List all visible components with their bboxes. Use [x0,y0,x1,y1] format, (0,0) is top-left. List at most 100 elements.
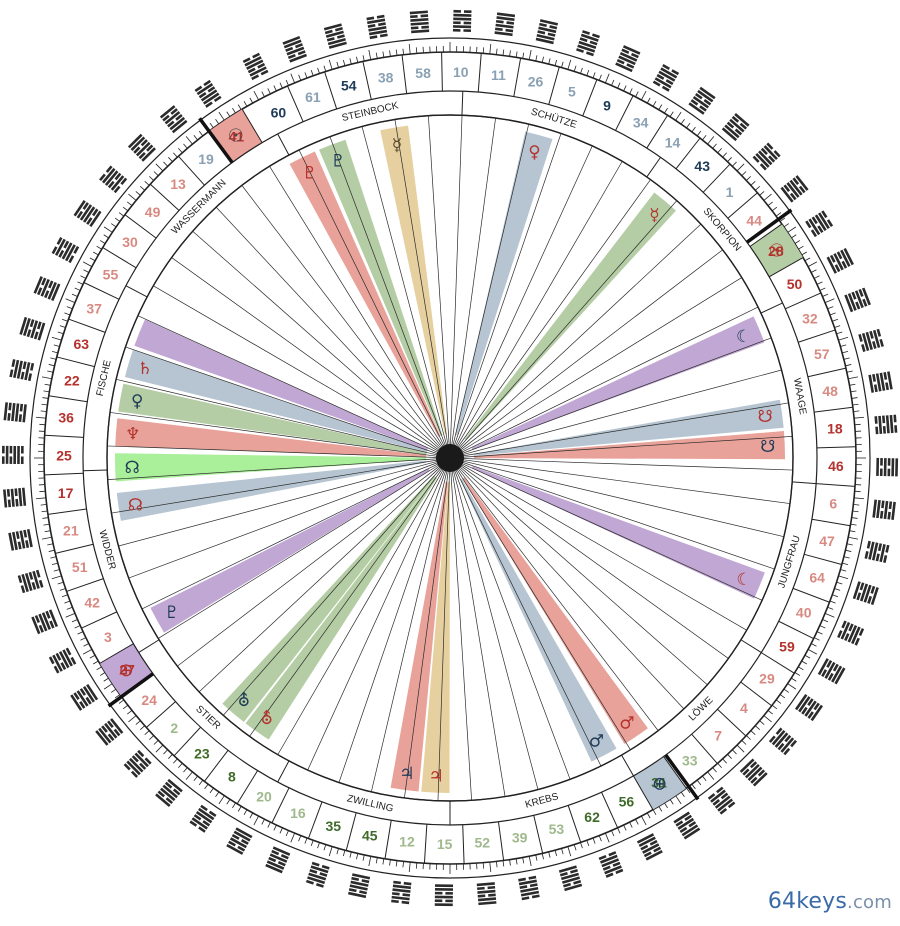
quarter-marker [198,117,234,164]
gate-number: 46 [828,458,844,474]
jupiter-icon: ♃ [429,767,444,787]
hexagram-icon [837,620,865,646]
hexagram-icon [768,727,798,756]
venus-band [118,383,427,455]
brand-domain: .com [847,892,892,913]
gate-number: 24 [141,692,157,708]
pluto-icon: ♇ [164,603,179,623]
hexagram-icon [721,112,750,142]
gate-number: 20 [256,788,272,804]
gate-number: 62 [584,809,600,825]
hexagram-icon [452,9,472,33]
hexagram-icon [9,359,35,382]
gate-number: 23 [194,746,210,762]
hexagram-icon [323,23,347,49]
gate-number: 18 [827,420,843,436]
south-node-icon: ☋ [760,437,775,457]
hexagram-icon [189,804,217,833]
hexagram-icon [535,19,559,45]
gate-number: 1 [726,184,734,200]
gate-number: 25 [56,447,72,463]
tick-ring [29,37,871,879]
gate-number: 7 [714,728,722,744]
radial-spokes [107,115,793,801]
hexagram-icon [226,827,253,855]
hexagram-icon [95,718,124,746]
gate-number: 13 [170,176,186,192]
hexagram-icon [576,30,600,57]
sun-icon: ☉ [769,241,785,262]
hexagram-icon [159,105,188,134]
jupiter-band [421,481,450,793]
gate-number: 53 [549,821,565,837]
gate-number: 31 [651,774,667,790]
pluto-band [319,139,443,436]
gate-number: 45 [362,828,378,844]
hexagram-icon [127,133,156,162]
gate-number: 9 [603,97,611,113]
hexagram-icon [476,882,497,906]
hexagram-icon [652,64,680,92]
hexagram-icon [739,758,768,787]
hexagram-icon [874,414,898,435]
gate-number: 42 [84,595,100,611]
planet-bands [115,125,785,793]
hexagram-icon [99,165,128,194]
gate-number: 49 [145,204,161,220]
gate-ring: 4119134930553763223625172151423272422382… [44,52,856,864]
gate-number: 60 [271,104,287,120]
gate-number: 43 [694,158,710,174]
gate-number: 50 [787,276,803,292]
hexagram-icon [391,880,412,905]
gate-number: 39 [512,830,528,846]
gate-highlight [209,109,263,163]
hexagram-icon [598,851,624,878]
gate-number: 58 [415,65,431,81]
hexagram-icon [305,861,330,888]
sun-icon: ☉ [228,126,244,147]
gate-number: 33 [682,753,698,769]
venus-band [455,131,553,436]
hexagram-icon [558,865,583,892]
moon-icon: ☾ [736,327,751,347]
venus-icon: ♀ [131,392,143,412]
gate-number: 63 [73,336,89,352]
gate-number: 28 [768,243,784,259]
planet-glyphs: ☉ ☉ ⊕ ⊕ ☿ ♀ ☿ ☾ ☋ ☋ ☾ ♂ ♂ ♃ ♃ ⛢ ⛢ ♇ ☊ ☊ ♆ ♀ ♄ ♇ ♇ [119,126,785,795]
hexagram-icon [636,833,663,861]
mercury-icon: ☿ [392,135,402,155]
gate-number: 40 [796,605,812,621]
earth-icon: ⊕ [652,773,667,794]
gate-number: 56 [619,793,635,809]
brand-watermark[interactable]: 64keys.com [768,889,892,914]
gate-number: 4 [740,700,748,716]
quarter-marker [745,208,793,244]
gate-number: 51 [72,559,88,575]
jupiter-band [390,481,448,792]
hexagram-icon [826,247,854,274]
hexagram-icon [282,36,307,63]
mars-icon: ♂ [589,731,604,751]
pluto-icon: ♇ [330,151,345,171]
hexagram-icon [265,846,291,874]
hexagram-icon [1,445,24,465]
gate-number: 35 [325,818,341,834]
gate-number: 16 [290,805,306,821]
hexagram-icon [817,658,846,685]
hexagram-icon [17,569,44,594]
gate-number: 47 [819,533,835,549]
venus-icon: ♀ [528,142,540,162]
uranus-icon: ⛢ [260,709,272,729]
hexagram-icon [494,12,516,37]
north-node-icon: ☊ [125,458,140,478]
mercury-icon: ☿ [649,205,659,225]
gate-number: 3 [104,629,112,645]
hexagram-icon [3,402,27,423]
hexagram-icon [876,457,899,477]
pluto-icon: ♇ [302,164,317,184]
hexagram-icon [864,540,890,563]
gate-number: 59 [779,638,795,654]
gate-number: 32 [802,310,818,326]
gate-number: 6 [829,496,837,512]
pluto-band [289,151,441,437]
